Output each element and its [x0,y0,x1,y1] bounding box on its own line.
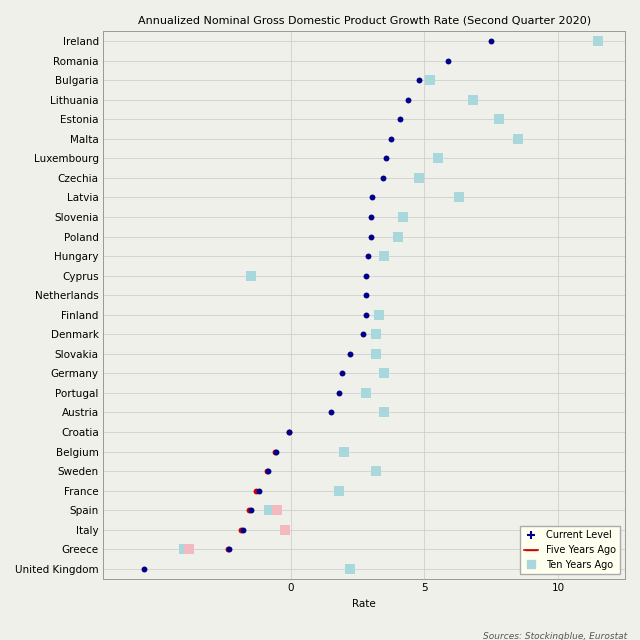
Point [360,310,371,320]
Point [280,525,291,535]
Point [414,75,424,85]
Point [444,56,454,66]
Point [236,525,246,535]
Point [396,114,406,124]
Point [366,212,376,222]
Point [392,232,403,242]
Point [371,329,381,339]
Point [381,153,391,163]
Point [513,134,523,144]
Point [363,251,373,261]
Point [271,447,281,457]
Point [237,525,248,535]
Point [398,212,408,222]
Point [264,505,275,515]
Point [374,310,384,320]
Point [284,427,294,437]
Point [386,134,396,144]
Point [246,271,256,281]
Point [337,368,347,378]
Point [138,564,148,574]
Point [246,505,256,515]
Point [379,407,389,417]
Point [272,505,282,515]
Point [224,544,234,554]
Point [593,36,604,46]
Point [378,173,388,183]
Point [262,466,272,476]
Title: Annualized Nominal Gross Domestic Product Growth Rate (Second Quarter 2020): Annualized Nominal Gross Domestic Produc… [138,15,591,25]
Point [280,525,291,535]
Point [284,427,294,437]
Point [244,505,254,515]
Point [263,466,273,476]
Point [251,486,261,496]
Point [425,75,435,85]
Point [333,486,344,496]
Point [371,466,381,476]
Point [367,193,378,203]
Point [344,564,355,574]
Point [494,114,504,124]
Point [403,95,413,105]
Point [344,349,355,359]
Point [486,36,497,46]
Point [339,447,349,457]
Point [360,388,371,398]
Point [326,407,336,417]
Point [379,368,389,378]
Point [333,388,344,398]
Point [360,290,371,300]
Point [179,544,189,554]
Point [371,349,381,359]
Point [184,544,194,554]
Text: Sources: Stockingblue, Eurostat: Sources: Stockingblue, Eurostat [483,632,627,640]
Point [454,193,464,203]
Point [253,486,264,496]
Point [467,95,477,105]
Point [223,544,233,554]
Point [366,232,376,242]
Point [358,329,368,339]
Point [414,173,424,183]
Point [433,153,443,163]
Point [269,447,280,457]
Point [379,251,389,261]
Point [360,271,371,281]
X-axis label: Rate: Rate [353,599,376,609]
Legend: Current Level, Five Years Ago, Ten Years Ago: Current Level, Five Years Ago, Ten Years… [520,526,620,573]
